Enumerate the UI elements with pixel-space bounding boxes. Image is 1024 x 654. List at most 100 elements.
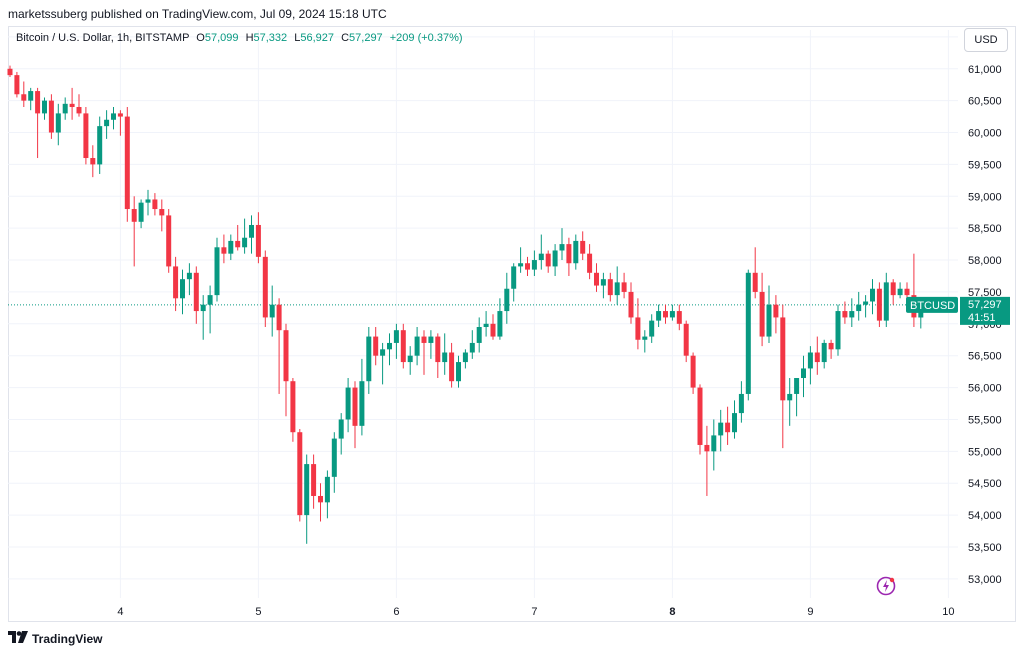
candle [331,432,337,493]
footer-brand-label: TradingView [32,631,103,646]
candle-body [97,126,103,165]
candle [600,272,606,299]
candle-body [683,323,689,356]
candle-body [352,387,358,426]
close-value: 57,297 [349,32,383,44]
candle-body [42,100,47,114]
lightning-icon[interactable] [876,576,896,596]
candle [400,323,406,369]
candle [428,330,434,359]
price-tick-label: 60,500 [968,96,1002,108]
candle [497,298,503,340]
price-tick-label: 53,500 [968,542,1002,554]
candle-body [656,311,662,321]
candle-body [614,282,620,296]
candle-body [794,378,800,394]
time-axis[interactable]: 4 5 6 7 8 9 10 [117,606,954,618]
candle-body [490,323,496,337]
symbol-legend: Bitcoin / U.S. Dollar, 1h, BITSTAMP O57,… [16,32,463,44]
candle-body [249,224,254,238]
price-tick-label: 60,000 [968,128,1002,140]
date-tick-label: 5 [255,606,261,618]
candle-body [704,444,710,452]
candle-body [407,355,413,363]
candle-body [159,209,165,216]
publisher-line: marketssuberg published on TradingView.c… [8,7,387,21]
candle [324,470,330,519]
candle [76,94,82,117]
candle [697,384,703,455]
candle-body [221,247,227,254]
candle-body [752,272,758,292]
candle-body [807,352,813,369]
price-tick-label: 59,000 [968,191,1002,203]
candle-body [338,419,344,439]
candle-body [324,476,330,503]
candle [359,358,365,436]
candle-body [580,240,586,254]
candle-body [90,158,96,165]
candle-body [890,282,896,296]
candle [504,272,510,324]
candle [628,282,634,324]
footer-brand[interactable]: TradingView [8,631,102,646]
candle [152,193,158,216]
candle [421,330,427,375]
candle-body [297,432,303,516]
price-tag-value: 57,297 [968,299,1002,311]
grid-lines [8,30,958,598]
candle [435,333,441,379]
candle [545,250,551,273]
candle [642,330,648,353]
candle [711,419,717,471]
candle [766,285,772,343]
candle-body [35,91,41,114]
candle [635,298,641,350]
candle [200,295,206,340]
candle [373,327,379,366]
candle-body [387,342,392,350]
candle-body [28,91,34,101]
candle-body [304,464,310,516]
candle-body [511,266,517,289]
low-value: 56,927 [300,32,335,44]
candle-body [745,272,751,394]
candle [676,304,682,331]
candle-body [290,381,296,433]
candle-body [124,116,130,210]
candle-body [904,288,910,296]
open-label: O [196,32,205,44]
candle-body [883,282,889,321]
candle-body [276,304,282,331]
candle [380,342,386,385]
candle [759,272,765,347]
candle-body [525,263,530,270]
candle-body [787,393,793,401]
candle [876,282,882,327]
candle-body [283,330,289,382]
candle-body [628,291,634,318]
candle-body [180,279,185,299]
currency-button[interactable]: USD [964,28,1008,52]
candle [42,97,47,120]
close-label: C [341,32,350,44]
candle [21,81,27,108]
candle-body [635,317,641,340]
candle [255,212,261,264]
candle [90,145,96,178]
candle [849,298,855,327]
candle [814,336,820,375]
candle [173,256,179,312]
candle-body [318,495,323,503]
candle-body [773,304,779,318]
candle [318,483,323,522]
candle [842,301,848,324]
candle-body [587,253,593,273]
candle-body [145,199,151,203]
candle [559,228,565,261]
candle [704,425,710,496]
candle-body [669,311,675,318]
price-tick-label: 54,500 [968,478,1002,490]
symbol-tag-box [906,296,958,313]
